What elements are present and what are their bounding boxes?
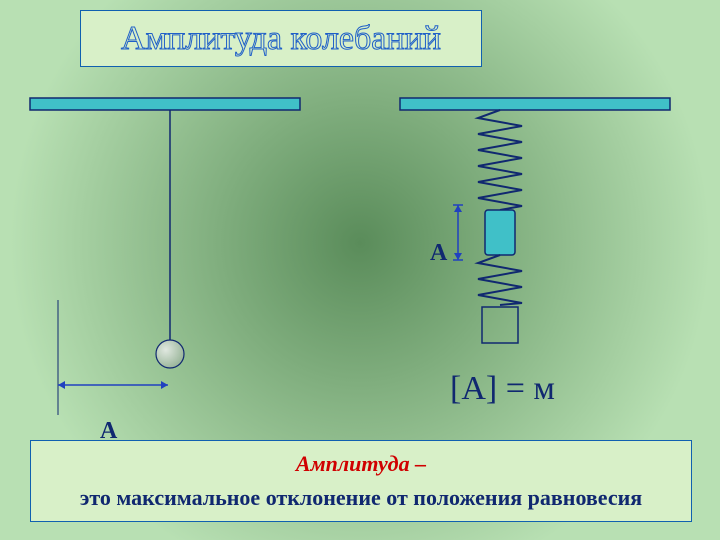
unit-text: [A] = м	[450, 370, 555, 408]
amplitude-label-spring: А	[430, 240, 447, 267]
spring-diagram	[380, 0, 700, 360]
definition-text: это максимальное отклонение от положения…	[80, 485, 642, 511]
pendulum-diagram	[0, 0, 320, 440]
definition-box: Амплитуда – это максимальное отклонение …	[30, 440, 692, 522]
slide-canvas: Амплитуда колебаний А А [A] = м Амплитуд…	[0, 0, 720, 540]
definition-term: Амплитуда –	[296, 451, 426, 477]
